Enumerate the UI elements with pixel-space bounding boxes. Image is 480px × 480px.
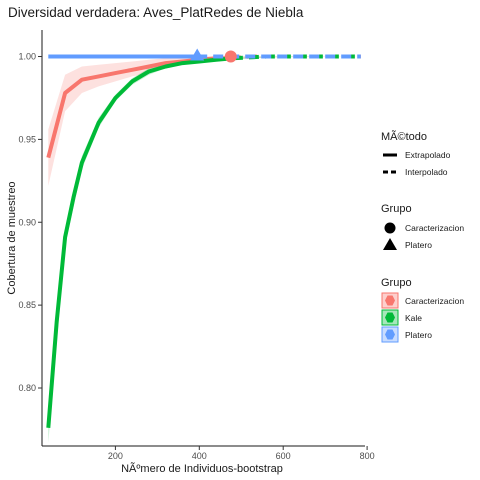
- legend-color: Grupo Caracterizacion Kale Platero: [381, 277, 464, 343]
- legend-method-label-1: Interpolado: [405, 167, 448, 177]
- legend-triangle-key: [383, 238, 397, 250]
- legend-color-label-0: Caracterizacion: [405, 296, 464, 306]
- legend-circle-key: [384, 222, 396, 234]
- observed-point-platero: [190, 48, 205, 61]
- ci-band-kale: [48, 56, 361, 443]
- y-tick-label: 1.00: [18, 52, 36, 62]
- legend-color-marker-kale: [385, 312, 395, 323]
- observed-point-caracterizacion: [224, 50, 237, 63]
- x-tick-label: 400: [192, 451, 207, 461]
- legend-shape: Grupo Caracterizacion Platero: [381, 203, 464, 250]
- legend-method: MÃ©todo Extrapolado Interpolado: [381, 130, 451, 177]
- x-axis-title: NÃºmero de Individuos-bootstrap: [121, 462, 283, 475]
- y-tick-label: 0.80: [18, 383, 36, 393]
- plot-area: [46, 48, 361, 443]
- legend-shape-label-1: Platero: [405, 240, 432, 250]
- y-tick-label: 0.90: [18, 217, 36, 227]
- x-tick-label: 600: [276, 451, 291, 461]
- legend-method-label-0: Extrapolado: [405, 150, 451, 160]
- y-tick-label: 0.85: [18, 300, 36, 310]
- legend-method-title: MÃ©todo: [381, 130, 427, 143]
- y-tick-label: 0.95: [18, 134, 36, 144]
- series-line-kale-interpolated: [46, 56, 234, 428]
- legend-color-marker-caracterizacion: [385, 295, 395, 306]
- legend-shape-label-0: Caracterizacion: [405, 223, 464, 233]
- chart-title: Diversidad verdadera: Aves_PlatRedes de …: [8, 5, 304, 20]
- legend-color-marker-platero: [385, 329, 395, 340]
- axis-ticks: 200 400 600 800 0.80 0.85 0.90 0.95 1.00: [18, 52, 374, 461]
- x-tick-label: 200: [108, 451, 123, 461]
- legend-shape-title: Grupo: [381, 203, 412, 215]
- ci-band-caracterizacion: [48, 56, 361, 186]
- legend-color-title: Grupo: [381, 277, 412, 289]
- x-tick-label: 800: [360, 451, 375, 461]
- legend-color-label-2: Platero: [405, 330, 432, 340]
- legend-color-label-1: Kale: [405, 313, 422, 323]
- y-axis-title: Cobertura de muestreo: [6, 181, 18, 294]
